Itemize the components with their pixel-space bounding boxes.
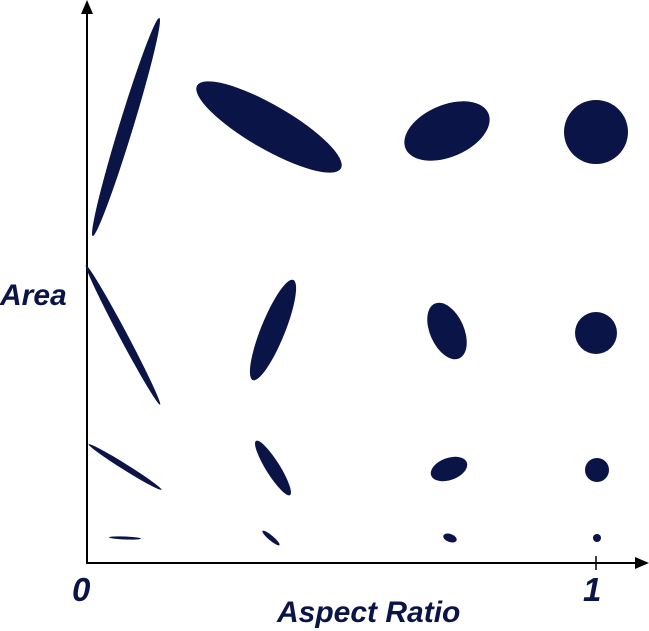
glyph-row4-col2	[262, 530, 280, 546]
glyph-row2-col3	[427, 302, 467, 360]
glyph-grid	[85, 17, 628, 546]
y-axis-arrow	[81, 0, 93, 14]
glyph-row4-col1	[109, 536, 141, 540]
x-tick-label-zero: 0	[72, 571, 91, 608]
x-axis-arrow	[635, 557, 649, 569]
y-axis-title: Area	[0, 279, 67, 312]
glyph-row3-col1	[88, 444, 162, 490]
glyph-row1-col1	[92, 17, 160, 237]
glyph-row4-col3	[443, 533, 457, 543]
glyph-row3-col4	[585, 458, 609, 482]
glyph-row1-col4	[564, 100, 628, 164]
glyph-row2-col2	[249, 279, 297, 381]
glyph-row2-col4	[575, 312, 617, 354]
x-tick-label-one: 1	[583, 571, 601, 608]
glyph-row1-col3	[404, 101, 490, 161]
glyph-row2-col1	[85, 265, 161, 405]
axes	[81, 0, 649, 570]
glyph-row3-col3	[430, 456, 468, 482]
glyph-row3-col2	[255, 440, 291, 496]
glyph-row4-col4	[593, 534, 601, 542]
glyph-row1-col2	[196, 81, 342, 173]
x-axis-title: Aspect Ratio	[276, 596, 460, 629]
